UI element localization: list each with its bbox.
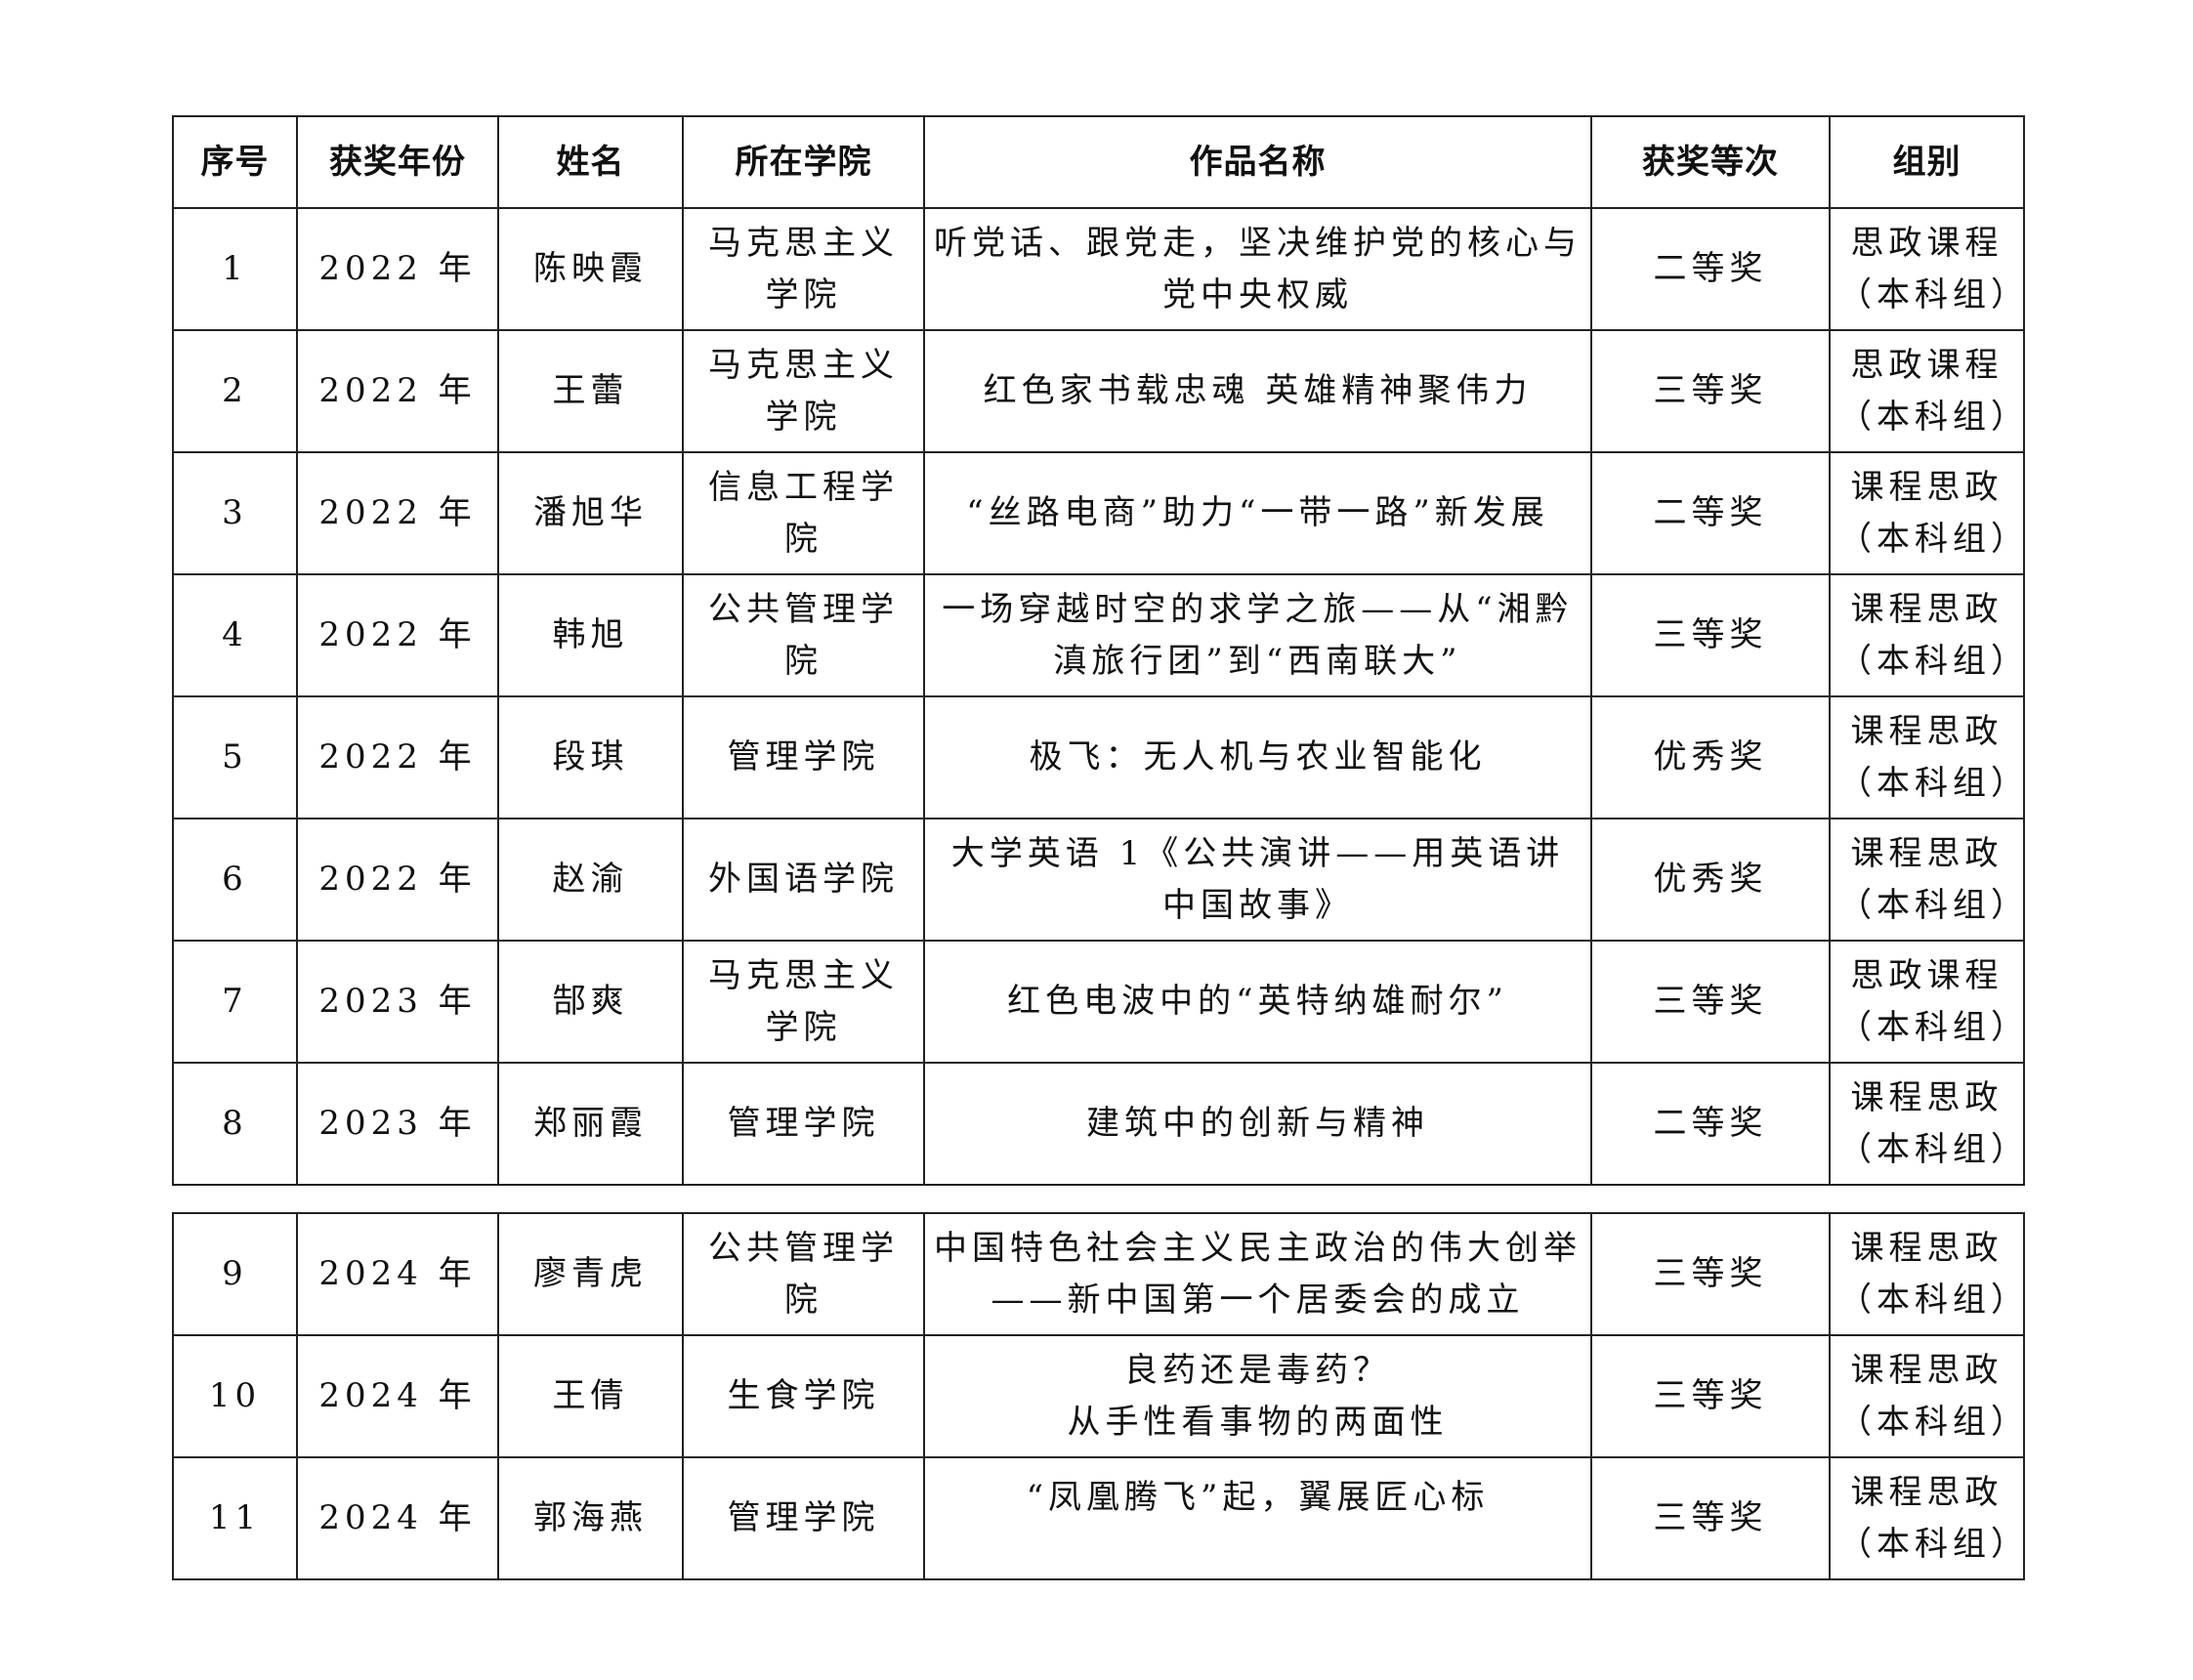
cell-award-level: 优秀奖 xyxy=(1590,818,1831,942)
cell-college: 外国语学院 xyxy=(682,818,925,942)
cell-name: 郜爽 xyxy=(497,940,684,1064)
cell-name: 廖青虎 xyxy=(497,1212,684,1336)
cell-work-title: “凤凰腾飞”起，翼展匠心标 xyxy=(923,1456,1592,1580)
cell-name: 郭海燕 xyxy=(497,1456,684,1580)
cell-group: 课程思政（本科组） xyxy=(1829,695,2025,819)
cell-group: 课程思政（本科组） xyxy=(1829,1456,2025,1580)
cell-index: 7 xyxy=(172,940,298,1064)
header-group: 组别 xyxy=(1829,115,2025,209)
cell-work-title: “丝路电商”助力“一带一路”新发展 xyxy=(923,451,1592,575)
cell-work-title: 红色电波中的“英特纳雄耐尔” xyxy=(923,940,1592,1064)
cell-award-level: 三等奖 xyxy=(1590,329,1831,453)
cell-college: 管理学院 xyxy=(682,1456,925,1580)
cell-group: 课程思政（本科组） xyxy=(1829,1212,2025,1336)
cell-group: 课程思政（本科组） xyxy=(1829,1334,2025,1458)
table-row: 11 2024 年郭海燕 管理学院 “凤凰腾飞”起，翼展匠心标 三等奖 课程思政（本科组） xyxy=(172,1456,2025,1580)
cell-year: 2023 年 xyxy=(296,1062,499,1186)
cell-college: 管理学院 xyxy=(682,695,925,819)
cell-group: 思政课程（本科组） xyxy=(1829,940,2025,1064)
awards-table-part-1: 序号 获奖年份 姓名 所在学院 作品名称 获奖等次 组别 1 2022 年陈映霞 马克思主义学院… xyxy=(172,115,2025,1186)
cell-work-title: 红色家书载忠魂 英雄精神聚伟力 xyxy=(923,329,1592,453)
cell-group: 思政课程（本科组） xyxy=(1829,329,2025,453)
cell-award-level: 二等奖 xyxy=(1590,1062,1831,1186)
cell-year: 2022 年 xyxy=(296,329,499,453)
header-college: 所在学院 xyxy=(682,115,925,209)
cell-award-level: 二等奖 xyxy=(1590,207,1831,331)
cell-college: 公共管理学院 xyxy=(682,573,925,697)
table-row: 2 2022 年王蕾 马克思主义学院 红色家书载忠魂 英雄精神聚伟力 三等奖 思政课程（本… xyxy=(172,329,2025,453)
cell-group: 思政课程（本科组） xyxy=(1829,207,2025,331)
cell-award-level: 优秀奖 xyxy=(1590,695,1831,819)
table-row: 4 2022 年韩旭 公共管理学院 一场穿越时空的求学之旅——从“湘黔滇旅行团”到“西… xyxy=(172,573,2025,697)
cell-year: 2022 年 xyxy=(296,818,499,942)
cell-work-title: 极飞：无人机与农业智能化 xyxy=(923,695,1592,819)
cell-name: 郑丽霞 xyxy=(497,1062,684,1186)
cell-group: 课程思政（本科组） xyxy=(1829,1062,2025,1186)
cell-index: 5 xyxy=(172,695,298,819)
table-header-row: 序号 获奖年份 姓名 所在学院 作品名称 获奖等次 组别 xyxy=(172,115,2025,209)
cell-year: 2024 年 xyxy=(296,1212,499,1336)
cell-index: 6 xyxy=(172,818,298,942)
table-row: 6 2022 年赵渝 外国语学院 大学英语 1《公共演讲——用英语讲中国故事》 优秀奖课… xyxy=(172,818,2025,942)
cell-index: 11 xyxy=(172,1456,298,1580)
header-year: 获奖年份 xyxy=(296,115,499,209)
cell-name: 王倩 xyxy=(497,1334,684,1458)
cell-index: 4 xyxy=(172,573,298,697)
cell-college: 信息工程学院 xyxy=(682,451,925,575)
cell-index: 8 xyxy=(172,1062,298,1186)
cell-year: 2022 年 xyxy=(296,695,499,819)
cell-index: 3 xyxy=(172,451,298,575)
cell-name: 赵渝 xyxy=(497,818,684,942)
cell-year: 2024 年 xyxy=(296,1334,499,1458)
cell-award-level: 三等奖 xyxy=(1590,940,1831,1064)
cell-award-level: 二等奖 xyxy=(1590,451,1831,575)
table-row: 7 2023 年郜爽 马克思主义学院 红色电波中的“英特纳雄耐尔” 三等奖 思政课程（本科… xyxy=(172,940,2025,1064)
cell-work-title: 中国特色社会主义民主政治的伟大创举 ——新中国第一个居委会的成立 xyxy=(923,1212,1592,1336)
cell-name: 陈映霞 xyxy=(497,207,684,331)
table-row: 8 2023 年郑丽霞 管理学院 建筑中的创新与精神 二等奖 课程思政（本科组） xyxy=(172,1062,2025,1186)
table-row: 3 2022 年潘旭华 信息工程学院 “丝路电商”助力“一带一路”新发展 二等奖 课程思政… xyxy=(172,451,2025,575)
cell-award-level: 三等奖 xyxy=(1590,573,1831,697)
cell-work-title: 建筑中的创新与精神 xyxy=(923,1062,1592,1186)
header-work-title: 作品名称 xyxy=(923,115,1592,209)
table-row: 9 2024 年廖青虎 公共管理学院 中国特色社会主义民主政治的伟大创举 ——新中国第… xyxy=(172,1212,2025,1336)
header-index: 序号 xyxy=(172,115,298,209)
cell-college: 马克思主义学院 xyxy=(682,329,925,453)
cell-college: 生食学院 xyxy=(682,1334,925,1458)
awards-table-part-2: 9 2024 年廖青虎 公共管理学院 中国特色社会主义民主政治的伟大创举 ——新中国第… xyxy=(172,1212,2025,1580)
cell-name: 王蕾 xyxy=(497,329,684,453)
cell-work-title: 听党话、跟党走，坚决维护党的核心与党中央权威 xyxy=(923,207,1592,331)
cell-index: 2 xyxy=(172,329,298,453)
cell-work-title: 一场穿越时空的求学之旅——从“湘黔滇旅行团”到“西南联大” xyxy=(923,573,1592,697)
cell-college: 公共管理学院 xyxy=(682,1212,925,1336)
cell-college: 马克思主义学院 xyxy=(682,940,925,1064)
cell-award-level: 三等奖 xyxy=(1590,1456,1831,1580)
cell-index: 9 xyxy=(172,1212,298,1336)
cell-work-title: 良药还是毒药？ 从手性看事物的两面性 xyxy=(923,1334,1592,1458)
cell-group: 课程思政（本科组） xyxy=(1829,573,2025,697)
cell-name: 段琪 xyxy=(497,695,684,819)
cell-name: 韩旭 xyxy=(497,573,684,697)
table-row: 5 2022 年段琪 管理学院 极飞：无人机与农业智能化 优秀奖 课程思政（本科组） xyxy=(172,695,2025,819)
cell-group: 课程思政（本科组） xyxy=(1829,818,2025,942)
table-row: 10 2024 年王倩 生食学院 良药还是毒药？ 从手性看事物的两面性 三等奖 课程思政（… xyxy=(172,1334,2025,1458)
cell-work-title: 大学英语 1《公共演讲——用英语讲中国故事》 xyxy=(923,818,1592,942)
cell-index: 10 xyxy=(172,1334,298,1458)
cell-group: 课程思政（本科组） xyxy=(1829,451,2025,575)
cell-year: 2023 年 xyxy=(296,940,499,1064)
cell-award-level: 三等奖 xyxy=(1590,1334,1831,1458)
cell-name: 潘旭华 xyxy=(497,451,684,575)
cell-college: 马克思主义学院 xyxy=(682,207,925,331)
cell-year: 2022 年 xyxy=(296,573,499,697)
cell-year: 2022 年 xyxy=(296,451,499,575)
cell-award-level: 三等奖 xyxy=(1590,1212,1831,1336)
header-name: 姓名 xyxy=(497,115,684,209)
cell-year: 2022 年 xyxy=(296,207,499,331)
header-award-level: 获奖等次 xyxy=(1590,115,1831,209)
cell-year: 2024 年 xyxy=(296,1456,499,1580)
cell-index: 1 xyxy=(172,207,298,331)
table-row: 1 2022 年陈映霞 马克思主义学院 听党话、跟党走，坚决维护党的核心与党中央权威二… xyxy=(172,207,2025,331)
cell-college: 管理学院 xyxy=(682,1062,925,1186)
